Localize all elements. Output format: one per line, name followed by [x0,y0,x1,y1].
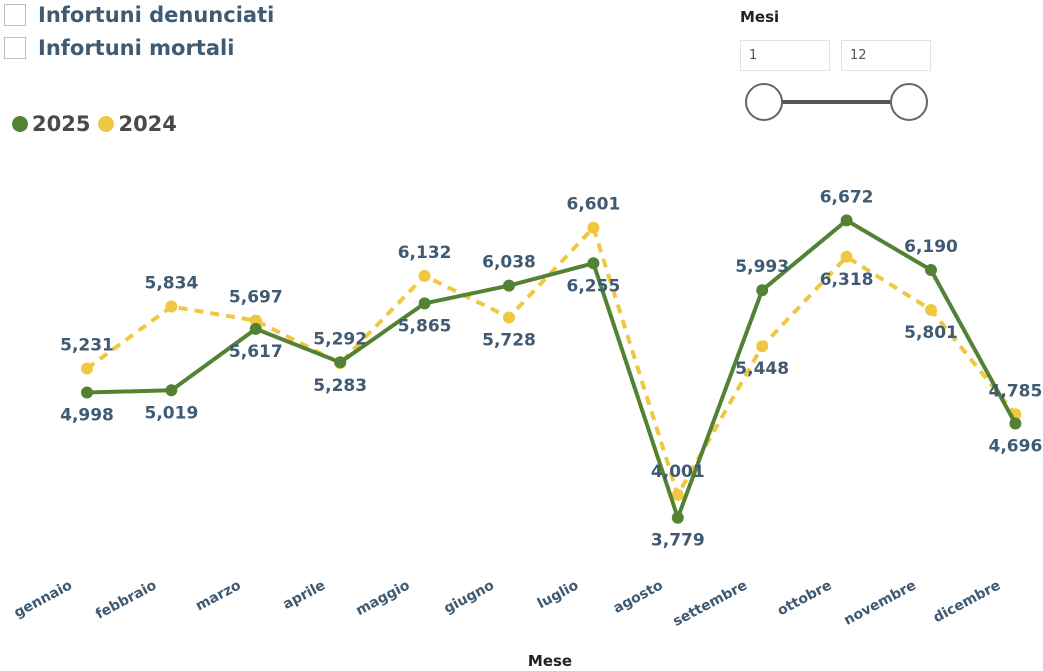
x-tick-label-maggio: maggio [353,577,412,619]
data-label-2025-marzo: 5,617 [229,342,283,362]
data-label-2025-febbraio: 5,019 [145,403,199,423]
data-point-2025-dicembre[interactable] [1009,417,1022,430]
x-tick-label-novembre: novembre [841,577,918,628]
data-point-2025-luglio[interactable] [587,257,600,270]
data-point-2024-giugno[interactable] [503,311,515,324]
data-label-2024-maggio: 6,132 [398,243,452,263]
data-label-2025-giugno: 6,038 [482,253,536,273]
x-axis-title: Mese [528,652,572,670]
data-label-2024-febbraio: 5,834 [145,274,199,294]
data-point-2025-ottobre[interactable] [840,214,853,227]
data-point-2024-ottobre[interactable] [840,250,853,263]
filter-label-denunciati: Infortuni denunciati [38,3,275,27]
x-tick-label-aprile: aprile [280,577,328,612]
plot-area: gennaio febbraio marzo aprile maggio giugno lu… [11,187,1042,629]
slicer-title: Mesi [740,8,780,26]
data-label-2024-dicembre: 4,785 [989,381,1043,401]
data-point-2025-aprile[interactable] [334,356,347,369]
data-point-2025-gennaio[interactable] [81,386,93,399]
slicer-to-input[interactable] [841,40,931,71]
data-label-2025-aprile: 5,292 [313,329,367,349]
legend-label-2024: 2024 [118,112,177,136]
slicer-from-input[interactable] [740,40,830,71]
x-tick-label-luglio: luglio [535,577,582,612]
legend-label-2025: 2025 [32,112,91,136]
checkbox-denunciati[interactable] [4,4,26,26]
legend-dot-2025 [12,116,28,132]
data-point-2025-marzo[interactable] [249,322,262,335]
data-point-2024-gennaio[interactable] [81,362,93,375]
data-label-2025-agosto: 3,779 [651,531,705,551]
x-tick-label-dicembre: dicembre [931,577,1004,626]
range-slider[interactable] [745,83,928,121]
data-label-2024-settembre: 5,448 [735,359,789,379]
data-point-2024-maggio[interactable] [418,269,431,282]
data-label-2025-luglio: 6,255 [567,276,621,296]
data-point-2025-agosto[interactable] [671,511,684,524]
data-label-2025-gennaio: 4,998 [60,405,114,425]
data-label-2024-marzo: 5,697 [229,288,283,308]
x-tick-label-agosto: agosto [611,577,666,617]
data-label-2024-aprile: 5,283 [313,376,367,396]
data-point-2025-novembre[interactable] [925,263,937,276]
data-label-2025-ottobre: 6,672 [820,187,874,207]
x-tick-label-settembre: settembre [670,577,750,629]
data-point-2025-febbraio[interactable] [165,384,178,397]
checkbox-mortali[interactable] [4,37,26,59]
data-point-2024-marzo[interactable] [249,314,262,327]
legend-dot-2024 [98,116,115,132]
filter-option-denunciati[interactable]: Infortuni denunciati [4,3,274,27]
data-label-2024-ottobre: 6,318 [820,270,874,290]
data-label-2024-luglio: 6,601 [567,195,621,215]
legend-item-2025[interactable]: 2025 [12,112,90,136]
data-label-2024-giugno: 5,728 [482,330,536,350]
x-tick-label-giugno: giugno [441,577,497,617]
data-label-2025-settembre: 5,993 [735,257,789,277]
data-point-2024-agosto[interactable] [671,488,684,501]
data-label-2024-gennaio: 5,231 [60,336,114,356]
slider-handle-min[interactable] [745,83,783,121]
data-point-2024-settembre[interactable] [756,340,769,353]
legend-item-2024[interactable]: 2024 [98,112,177,136]
data-label-2024-novembre: 5,801 [904,323,958,343]
data-label-2025-maggio: 5,865 [398,316,452,336]
data-label-2025-novembre: 6,190 [904,237,958,257]
slider-handle-max[interactable] [890,83,928,121]
data-point-2025-maggio[interactable] [418,297,431,310]
data-point-2025-giugno[interactable] [503,279,515,292]
data-point-2025-settembre[interactable] [756,284,769,297]
data-point-2024-novembre[interactable] [925,303,937,316]
chart-legend: 2025 2024 [12,112,185,136]
series-line-2024 [85,225,1017,497]
x-tick-label-ottobre: ottobre [775,577,835,619]
filter-label-mortali: Infortuni mortali [38,36,235,60]
data-point-2024-luglio[interactable] [587,221,600,234]
x-tick-label-febbraio: febbraio [93,577,159,622]
data-point-2024-febbraio[interactable] [165,300,178,313]
series-line-2025 [86,218,1018,520]
x-tick-label-marzo: marzo [193,577,244,614]
filter-option-mortali[interactable]: Infortuni mortali [4,36,234,60]
x-tick-label-gennaio: gennaio [11,577,75,621]
data-label-2025-dicembre: 4,696 [989,437,1043,457]
data-label-2024-agosto: 4,001 [651,462,705,482]
